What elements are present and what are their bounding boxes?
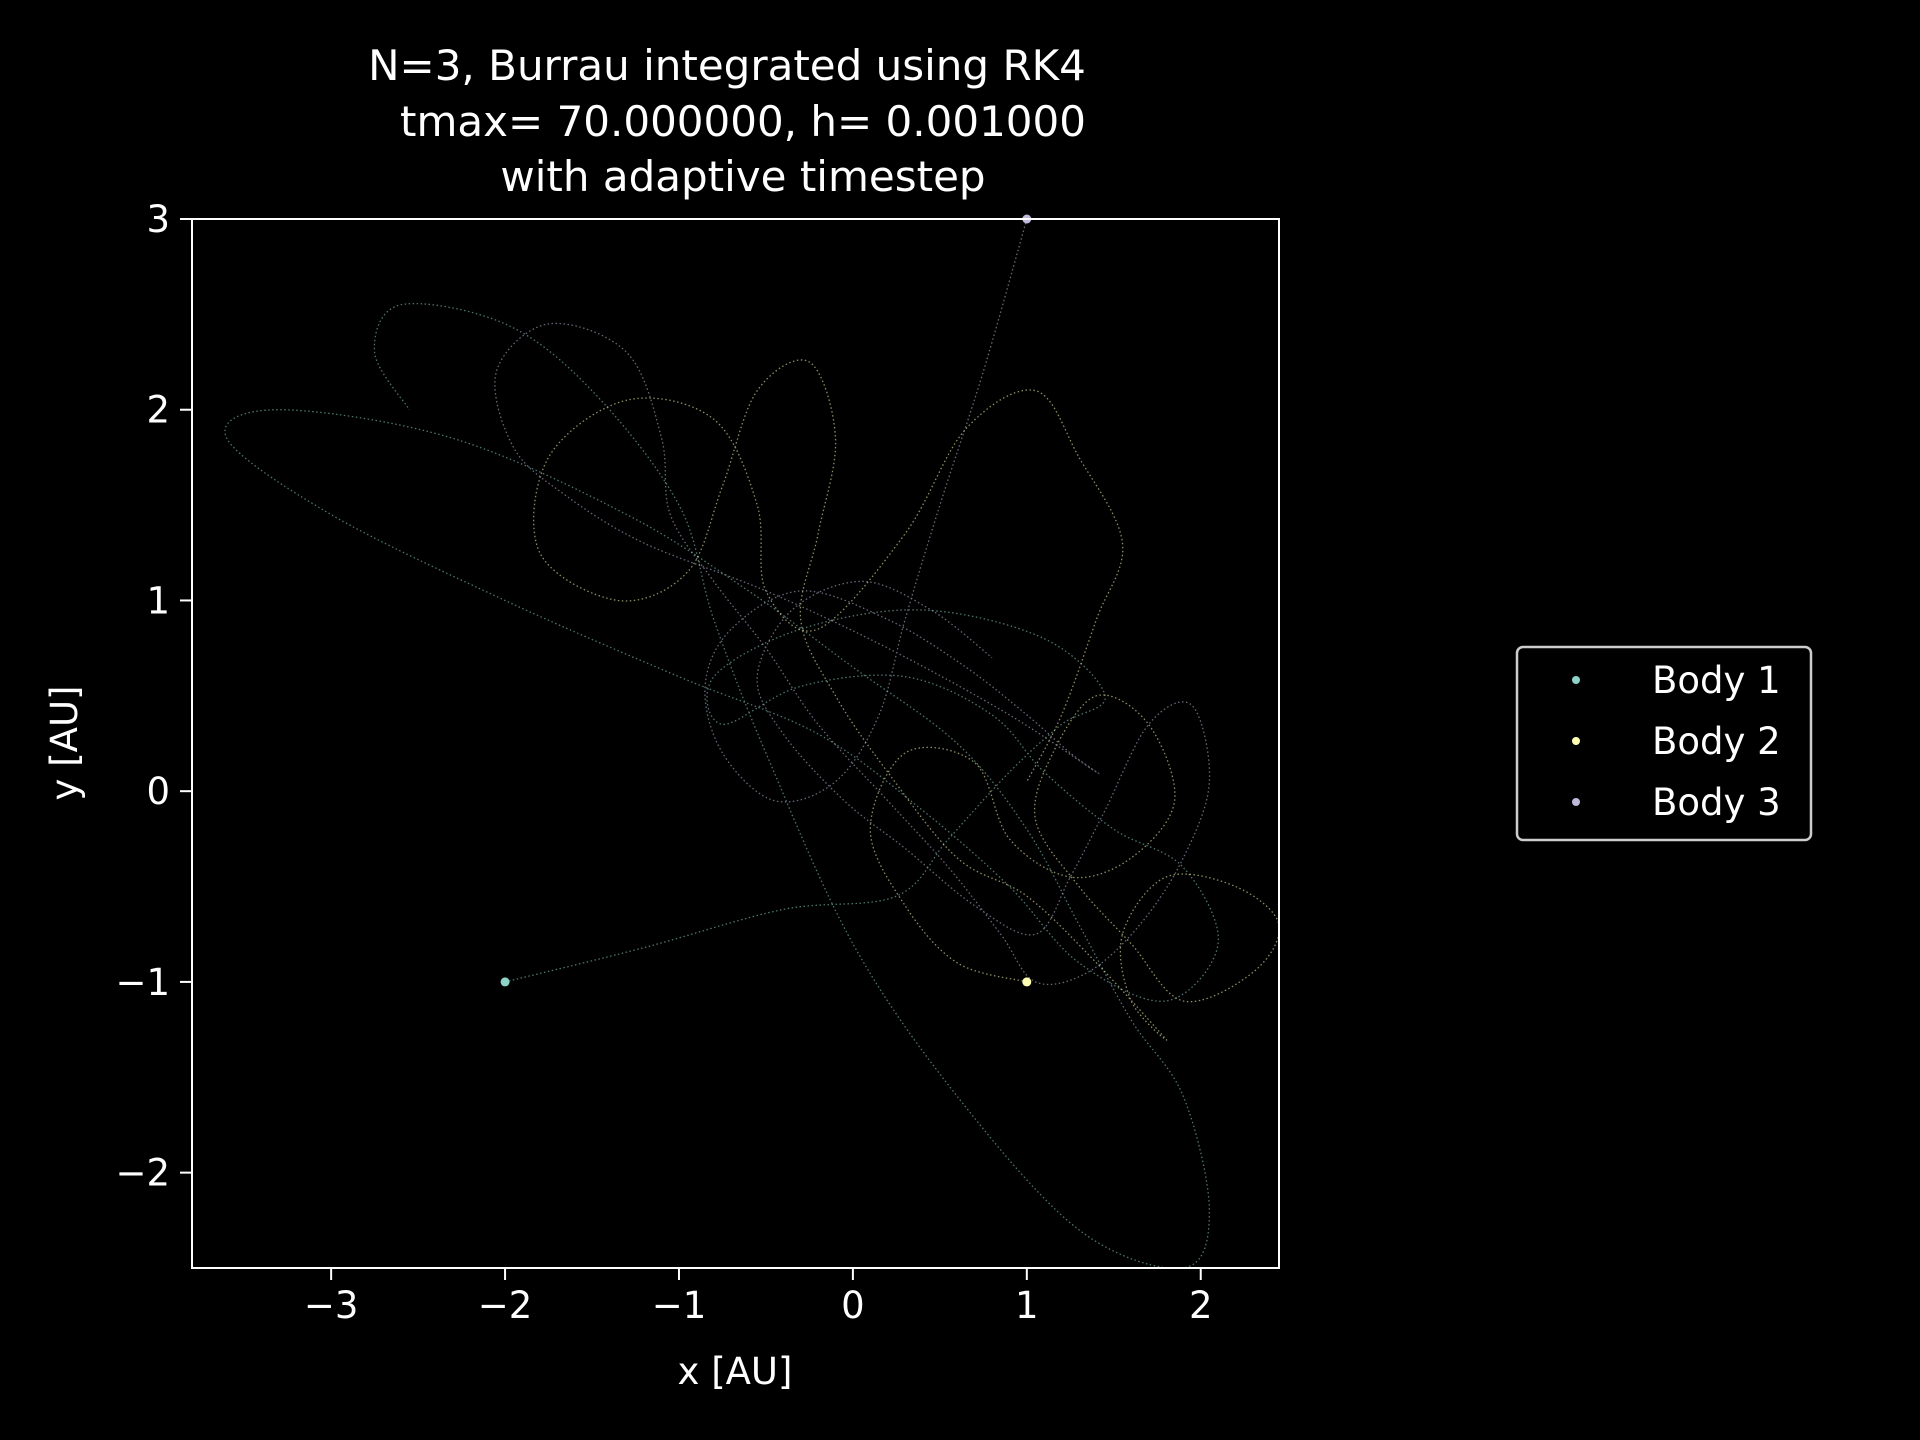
trajectories bbox=[224, 219, 1279, 1268]
legend-entries: Body 1 Body 2 Body 3 bbox=[1572, 659, 1781, 824]
chart-title-line-3: with adaptive timestep bbox=[500, 152, 985, 201]
x-tick-label: −1 bbox=[652, 1284, 707, 1327]
y-tick-label: 1 bbox=[146, 579, 170, 622]
initial-point-body-1 bbox=[500, 977, 510, 987]
y-tick-label: 2 bbox=[146, 389, 170, 432]
legend-marker-body-3 bbox=[1572, 798, 1580, 806]
plot-area bbox=[191, 214, 1280, 1269]
legend-marker-body-1 bbox=[1572, 676, 1580, 684]
legend-marker-body-2 bbox=[1572, 737, 1580, 745]
trajectory-body-2 bbox=[532, 359, 1279, 1041]
legend: Body 1 Body 2 Body 3 bbox=[1515, 645, 1813, 842]
x-tick-label: 2 bbox=[1189, 1284, 1213, 1327]
y-tick-label: 0 bbox=[146, 770, 170, 813]
initial-points bbox=[500, 214, 1032, 987]
x-tick-label: 1 bbox=[1015, 1284, 1039, 1327]
x-axis-ticks: −3 −2 −1 0 1 2 bbox=[304, 1268, 1213, 1327]
plot-frame bbox=[191, 218, 1280, 1269]
chart-title-line-1: N=3, Burrau integrated using RK4 bbox=[368, 41, 1086, 90]
x-tick-label: −2 bbox=[478, 1284, 533, 1327]
initial-point-body-2 bbox=[1022, 977, 1032, 987]
y-axis-ticks: −2 −1 0 1 2 3 bbox=[115, 198, 192, 1195]
legend-frame bbox=[1515, 645, 1813, 842]
y-tick-label: −1 bbox=[115, 961, 170, 1004]
y-axis-label: y [AU] bbox=[43, 686, 86, 801]
legend-label-body-1: Body 1 bbox=[1652, 659, 1781, 702]
chart-title-line-2: tmax= 70.000000, h= 0.001000 bbox=[400, 97, 1086, 146]
x-axis-label: x [AU] bbox=[678, 1350, 793, 1393]
x-tick-label: 0 bbox=[841, 1284, 865, 1327]
y-tick-label: −2 bbox=[115, 1152, 170, 1195]
chart-title: N=3, Burrau integrated using RK4 tmax= 7… bbox=[368, 41, 1086, 201]
y-tick-label: 3 bbox=[146, 198, 170, 241]
legend-label-body-3: Body 3 bbox=[1652, 781, 1781, 824]
plot-background bbox=[192, 219, 1279, 1268]
legend-label-body-2: Body 2 bbox=[1652, 720, 1781, 763]
x-tick-label: −3 bbox=[304, 1284, 359, 1327]
